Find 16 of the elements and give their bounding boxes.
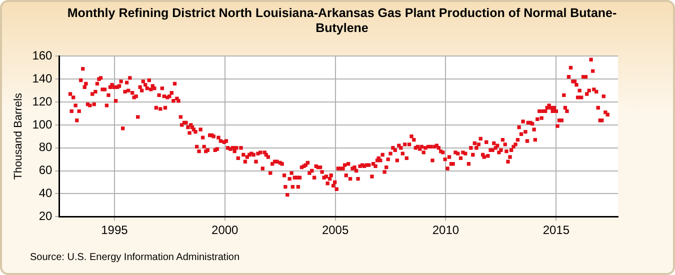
x-tick-label: 2015: [542, 223, 570, 238]
y-tick-label: 60: [38, 163, 53, 178]
chart-title: Monthly Refining District North Louisiana-Arkansas Gas Plant Production of Normal Butane-Butylene: [66, 6, 618, 36]
y-tick-label: 40: [38, 186, 53, 200]
x-tick-label: 2010: [432, 223, 460, 238]
source-note: Source: U.S. Energy Information Administration: [30, 252, 240, 263]
y-tick-label: 120: [32, 94, 53, 108]
y-tick-label: 160: [32, 48, 53, 63]
y-tick-label: 20: [38, 208, 53, 223]
x-tick-label: 2005: [322, 223, 349, 238]
y-tick-label: 100: [32, 117, 53, 132]
y-axis-title: Thousand Barrels: [12, 92, 25, 180]
y-tick-label: 140: [32, 71, 53, 86]
x-tick-label: 2000: [212, 223, 239, 238]
x-tick-label: 1995: [101, 223, 128, 238]
y-tick-label: 80: [38, 140, 53, 154]
